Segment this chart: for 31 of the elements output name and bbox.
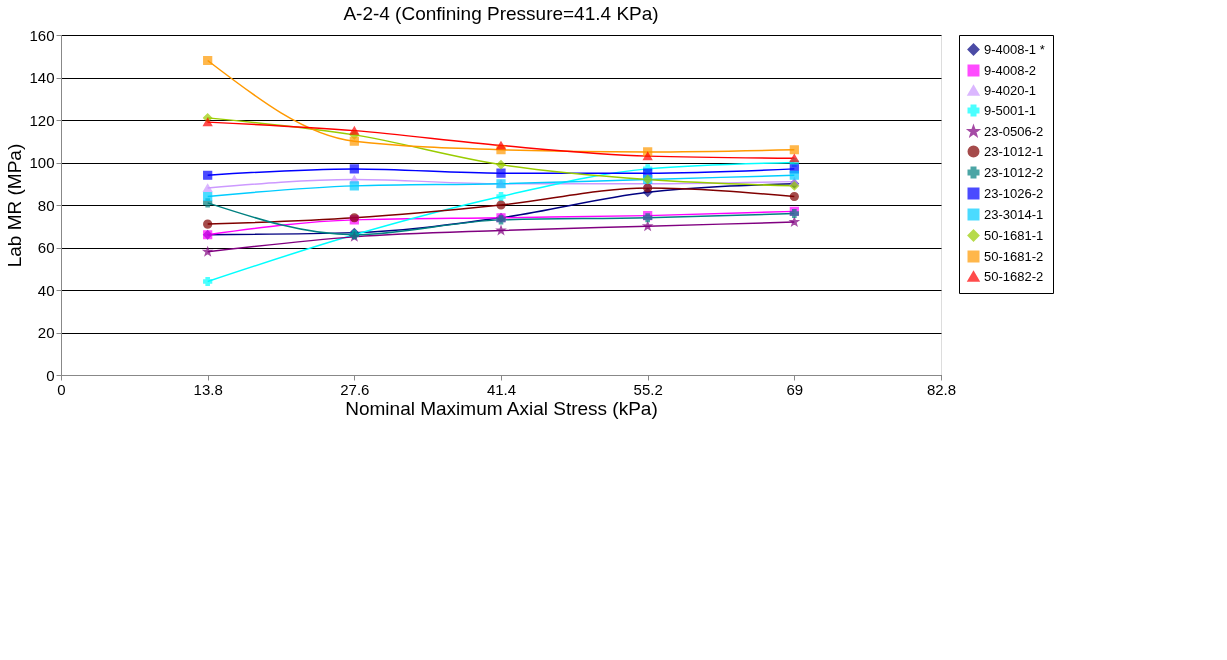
chart-title: A-2-4 (Confining Pressure=41.4 KPa) xyxy=(343,3,659,24)
x-tick-label: 0 xyxy=(57,380,66,398)
legend-label: 9-4008-2 xyxy=(984,62,1037,78)
y-tick-label: 60 xyxy=(37,239,55,256)
x-tick-label: 69 xyxy=(786,380,804,398)
x-tick-label: 27.6 xyxy=(340,380,370,398)
legend-label: 23-1026-2 xyxy=(984,185,1044,201)
y-tick-label: 20 xyxy=(37,324,55,341)
y-tick-label: 140 xyxy=(29,69,55,86)
x-axis-title: Nominal Maximum Axial Stress (kPa) xyxy=(345,397,658,419)
legend-label: 23-0506-2 xyxy=(984,123,1044,139)
y-tick-label: 160 xyxy=(29,26,55,44)
x-tick-label: 55.2 xyxy=(633,380,663,398)
y-tick-label: 0 xyxy=(46,366,55,384)
legend-label: 23-1012-2 xyxy=(984,164,1044,180)
legend-label: 23-1012-1 xyxy=(984,143,1044,159)
legend-label: 9-5001-1 xyxy=(984,102,1037,118)
legend-label: 9-4008-1 * xyxy=(984,41,1045,57)
x-tick-label: 82.8 xyxy=(926,380,957,398)
y-tick-label: 120 xyxy=(29,111,55,129)
legend-label: 50-1681-2 xyxy=(984,248,1044,264)
legend-label: 50-1682-2 xyxy=(984,268,1044,284)
legend-label: 50-1681-1 xyxy=(984,227,1044,243)
legend-label: 9-4020-1 xyxy=(984,82,1037,98)
y-tick-label: 40 xyxy=(37,281,55,299)
x-tick-label: 41.4 xyxy=(486,380,517,398)
x-tick-label: 13.8 xyxy=(193,380,223,398)
y-axis-title: Lab MR (MPa) xyxy=(4,143,26,268)
legend-label: 23-3014-1 xyxy=(984,206,1044,222)
y-tick-label: 100 xyxy=(29,154,55,171)
y-tick-label: 80 xyxy=(37,196,55,214)
